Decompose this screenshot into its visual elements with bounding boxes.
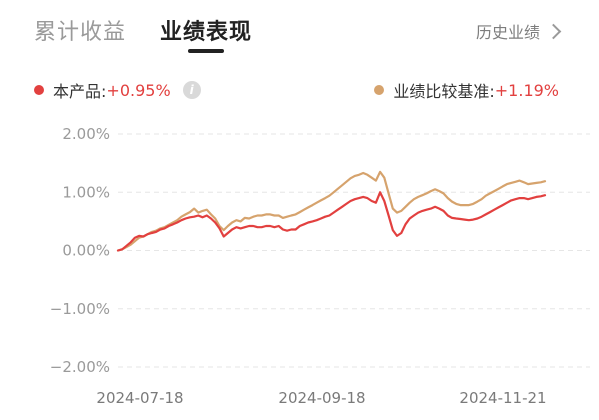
tab-cumulative-return[interactable]: 累计收益 — [34, 20, 127, 45]
chevron-right-icon — [545, 23, 562, 39]
y-tick-label: −1.00% — [50, 300, 110, 318]
x-tick-label: 2024-09-18 — [278, 389, 365, 407]
legend-benchmark-value: +1.19% — [494, 80, 559, 100]
legend-product: 本产品: +0.95% i — [34, 78, 201, 102]
benchmark-dot-icon — [374, 85, 385, 95]
product-dot-icon — [34, 85, 44, 95]
info-icon[interactable]: i — [182, 81, 201, 99]
legend-product-value: +0.95% — [106, 80, 171, 100]
y-tick-label: 1.00% — [62, 183, 110, 201]
chart-legend: 本产品: +0.95% i 业绩比较基准: +1.19% — [0, 78, 599, 104]
performance-chart-svg: 2.00% 1.00% 0.00% −1.00% −2.00% 2024-07-18 202… — [50, 125, 590, 407]
history-performance-label: 历史业绩 — [475, 23, 540, 42]
history-performance-link[interactable]: 历史业绩 — [475, 19, 562, 43]
performance-chart[interactable]: 2.00% 1.00% 0.00% −1.00% −2.00% 2024-07-18 202… — [0, 120, 599, 416]
legend-benchmark: 业绩比较基准: +1.19% — [374, 78, 559, 102]
x-tick-label: 2024-11-21 — [459, 389, 546, 407]
y-tick-label: 0.00% — [62, 242, 110, 260]
legend-product-label: 本产品: — [53, 82, 107, 101]
tab-performance[interactable]: 业绩表现 — [160, 20, 253, 45]
tab-bar: 累计收益 业绩表现 历史业绩 — [0, 0, 599, 62]
series-line — [116, 191, 547, 252]
series-line — [116, 170, 547, 252]
legend-benchmark-label: 业绩比较基准: — [393, 82, 495, 101]
x-tick-label: 2024-07-18 — [96, 389, 183, 407]
y-tick-label: 2.00% — [62, 125, 110, 143]
y-tick-label: −2.00% — [50, 358, 110, 376]
active-tab-indicator — [188, 49, 224, 53]
